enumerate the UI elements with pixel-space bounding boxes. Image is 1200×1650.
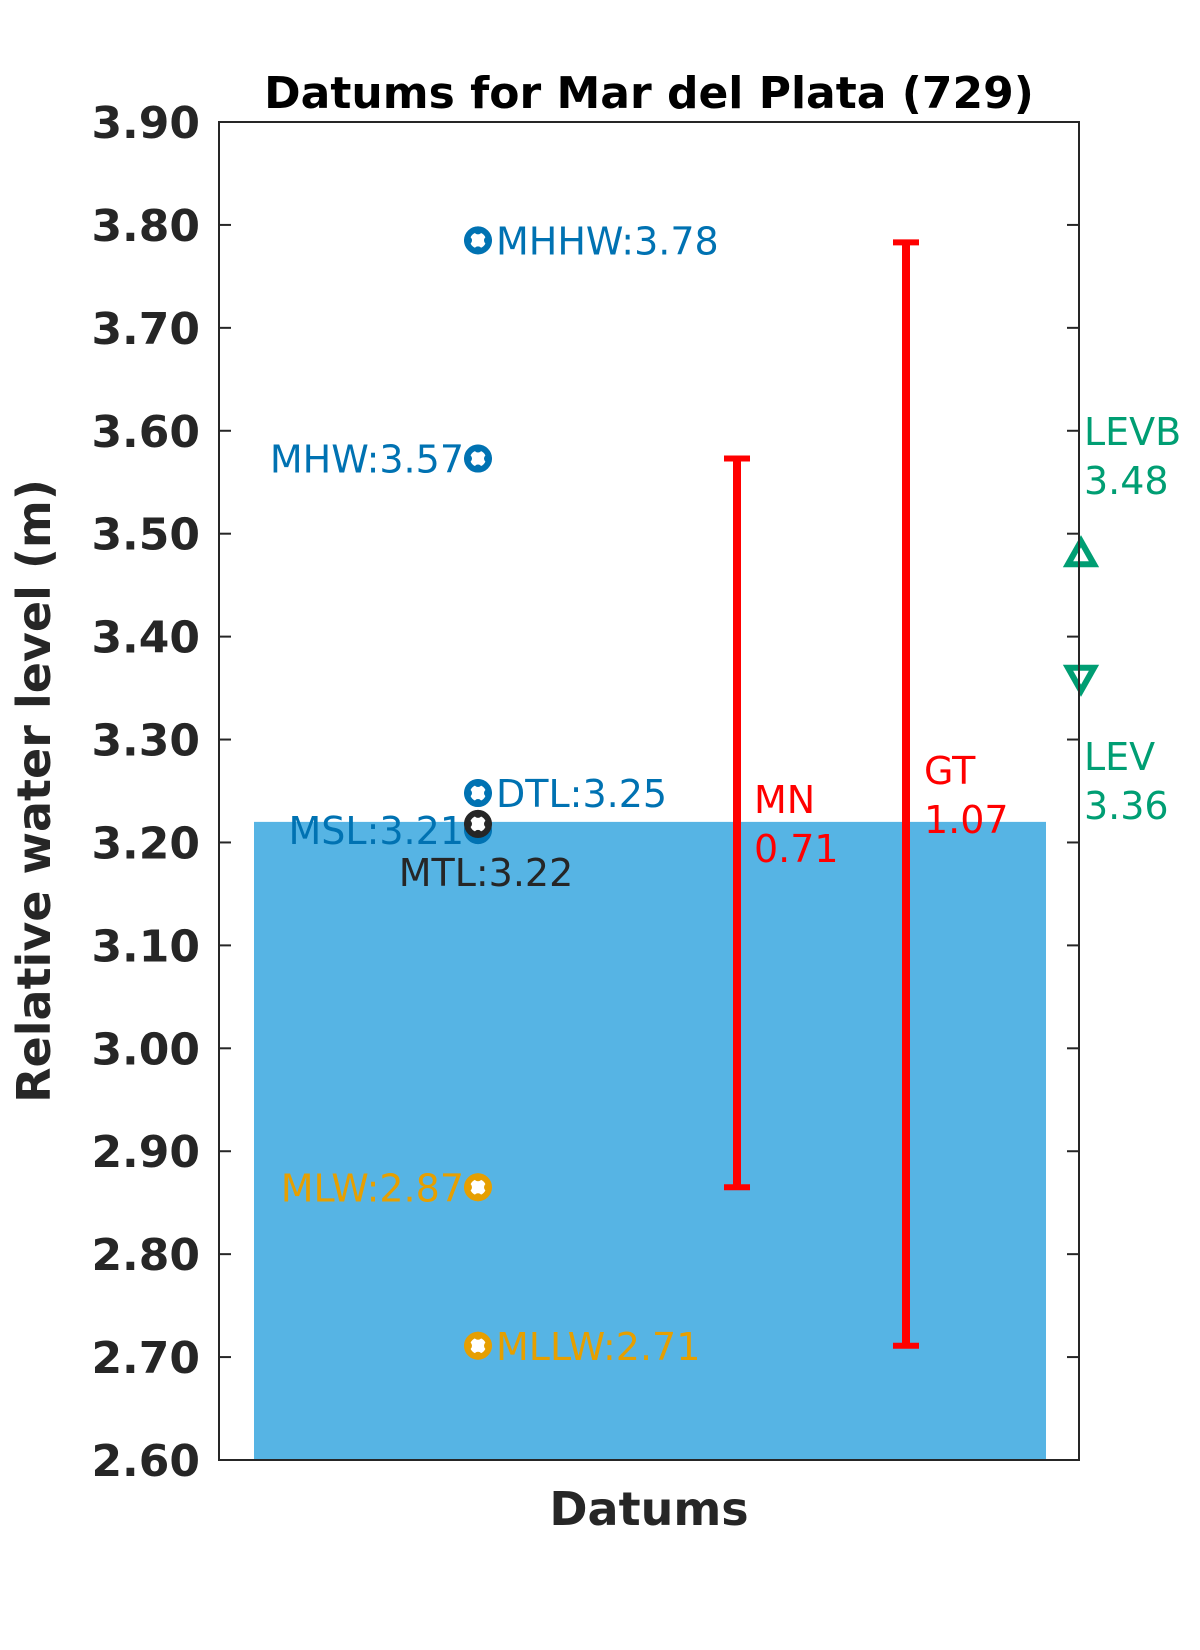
x-axis-label: Datums <box>549 1482 748 1536</box>
datum-label: MTL:3.22 <box>399 851 574 895</box>
y-axis-label: Relative water level (m) <box>7 479 61 1103</box>
y-tick-label: 3.10 <box>91 921 200 972</box>
range-label-name: GT <box>924 749 976 793</box>
datum-marker-dot <box>474 1173 482 1182</box>
datum-marker-dot <box>484 1183 492 1192</box>
range-label-value: 1.07 <box>924 798 1009 842</box>
datum-marker-dot <box>484 819 492 828</box>
datum-bar <box>254 821 1046 1460</box>
datum-marker-dot <box>474 444 482 453</box>
plot-frame <box>218 121 1080 1461</box>
datum-marker-dot <box>474 809 482 818</box>
datum-marker-dot <box>464 236 472 245</box>
extreme-label-name: LEV <box>1084 735 1155 779</box>
extreme-label-value: 3.36 <box>1084 784 1169 828</box>
datum-marker-dot <box>464 1341 472 1350</box>
range-label-value: 0.71 <box>754 827 839 871</box>
datum-marker-dot <box>474 836 482 845</box>
y-tick-label: 3.80 <box>91 201 200 252</box>
y-tick-label: 3.30 <box>91 716 200 767</box>
datum-marker-dot <box>464 789 472 798</box>
datum-label: DTL:3.25 <box>496 772 667 816</box>
y-tick-label: 2.90 <box>91 1127 200 1178</box>
y-axis: 2.60 2.70 2.80 2.90 3.00 3.10 3.20 3.30 3.40 3.50… <box>91 98 1079 1487</box>
extreme-label-name: LEVB <box>1084 410 1181 454</box>
y-tick-label: 3.50 <box>91 510 200 561</box>
y-tick-label: 3.00 <box>91 1024 200 1075</box>
range-label-name: MN <box>754 778 815 822</box>
datum-label: MLLW:2.71 <box>496 1325 700 1369</box>
datum-label: MLW:2.87 <box>281 1166 464 1210</box>
y-tick-label: 2.80 <box>91 1230 200 1281</box>
datum-marker-dot <box>474 799 482 808</box>
chart-title: Datums for Mar del Plata (729) <box>264 68 1034 119</box>
y-tick-label: 3.70 <box>91 304 200 355</box>
datum-marker-dot <box>474 1351 482 1360</box>
datum-marker-dot <box>464 454 472 463</box>
datum-marker-dot <box>474 246 482 255</box>
datum-marker-dot <box>474 779 482 788</box>
datum-marker-dot <box>464 1183 472 1192</box>
datum-marker-dot <box>474 226 482 235</box>
y-tick-label: 3.40 <box>91 613 200 664</box>
plot-area: MN 0.71 GT 1.07 MHHW:3.78 MHW:3.57 DTL:3.25 MSL… <box>254 219 1181 1460</box>
y-tick-label: 3.90 <box>91 98 200 149</box>
y-tick-label: 3.20 <box>91 818 200 869</box>
y-tick-label: 2.60 <box>91 1436 200 1487</box>
datum-marker-dot <box>484 236 492 245</box>
extreme-label-value: 3.48 <box>1084 459 1169 503</box>
datum-marker-dot <box>484 789 492 798</box>
datum-marker-dot <box>474 1193 482 1202</box>
datum-marker-dot <box>474 464 482 473</box>
datum-marker-dot <box>464 819 472 828</box>
extreme-marker-lev <box>1062 664 1100 697</box>
extreme-marker-levb <box>1062 535 1100 568</box>
datum-label: MHHW:3.78 <box>496 219 719 263</box>
datum-marker-dot <box>474 829 482 838</box>
datum-label: MSL:3.21 <box>289 809 465 853</box>
datum-marker-dot <box>484 1341 492 1350</box>
y-tick-label: 2.70 <box>91 1333 200 1384</box>
datum-label: MHW:3.57 <box>270 438 464 482</box>
y-tick-label: 3.60 <box>91 407 200 458</box>
datum-marker-dot <box>474 1331 482 1340</box>
datum-marker-dot <box>484 454 492 463</box>
